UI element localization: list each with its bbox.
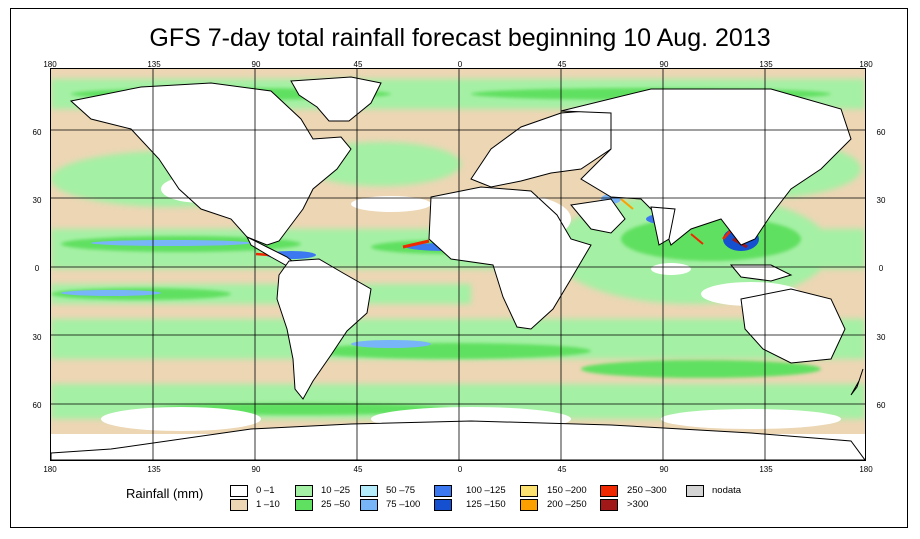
legend-swatch-25-50 <box>295 499 313 511</box>
lon-tick-bottom: 135 <box>147 465 161 474</box>
legend-label-10-25: 10 –25 <box>321 485 351 496</box>
legend-swatch-10-25 <box>295 485 313 497</box>
legend-swatch-100-125 <box>434 485 452 497</box>
lon-tick-top: 90 <box>659 60 669 69</box>
legend-label-150-200: 150 –200 <box>547 485 587 496</box>
legend-label-250-300: 250 –300 <box>627 485 667 496</box>
lon-tick-top: 135 <box>759 60 773 69</box>
lat-tick-right: 60 <box>876 128 886 137</box>
lon-tick-top: 180 <box>43 60 57 69</box>
lon-tick-bottom: 0 <box>457 465 463 474</box>
lat-tick-right: 0 <box>878 264 884 273</box>
lon-tick-top: 45 <box>353 60 363 69</box>
lat-tick-right: 30 <box>876 333 886 342</box>
legend-label-over-300: >300 <box>627 499 649 510</box>
lon-tick-bottom: 90 <box>659 465 669 474</box>
north-america <box>69 82 352 246</box>
lon-tick-bottom: 45 <box>353 465 363 474</box>
lat-tick-right: 30 <box>876 196 886 205</box>
greenland <box>290 76 382 122</box>
africa <box>428 186 592 330</box>
rainfall-map <box>50 68 866 461</box>
lon-tick-top: 90 <box>251 60 261 69</box>
legend-swatch-nodata <box>686 485 704 497</box>
lon-tick-top: 180 <box>859 60 873 69</box>
lon-tick-top: 0 <box>457 60 463 69</box>
legend-label-50-75: 50 –75 <box>386 485 416 496</box>
lon-tick-bottom: 180 <box>43 465 57 474</box>
lat-tick-left: 30 <box>32 333 42 342</box>
asia <box>560 88 852 246</box>
legend-label-25-50: 25 –50 <box>321 499 351 510</box>
legend-swatch-1-10 <box>230 499 248 511</box>
figure-frame <box>10 8 908 528</box>
south-america <box>276 258 372 400</box>
continents <box>50 76 866 461</box>
lon-tick-top: 135 <box>147 60 161 69</box>
lon-tick-top: 45 <box>557 60 567 69</box>
map-canvas <box>50 69 866 461</box>
legend-swatch-200-250 <box>520 499 538 511</box>
lon-tick-bottom: 90 <box>251 465 261 474</box>
legend-label-nodata: nodata <box>712 485 742 496</box>
legend-swatch-75-100 <box>360 499 378 511</box>
lon-tick-bottom: 135 <box>759 465 773 474</box>
new-zealand <box>850 368 864 396</box>
legend-title: Rainfall (mm) <box>126 486 204 501</box>
map-title: GFS 7-day total rainfall forecast beginn… <box>149 24 771 52</box>
legend-swatch-125-150 <box>434 499 452 511</box>
legend-swatch-250-300 <box>600 485 618 497</box>
legend-label-200-250: 200 –250 <box>547 499 587 510</box>
legend-label-75-100: 75 –100 <box>386 499 421 510</box>
legend-label-125-150: 125 –150 <box>466 499 506 510</box>
indonesia <box>729 264 793 282</box>
legend-label-1-10: 1 –10 <box>256 499 280 510</box>
legend-swatch-50-75 <box>360 485 378 497</box>
arabia <box>570 198 626 234</box>
legend-swatch-150-200 <box>520 485 538 497</box>
antarctica <box>50 420 866 461</box>
lat-tick-left: 0 <box>34 264 40 273</box>
legend-swatch-0-1 <box>230 485 248 497</box>
lon-tick-bottom: 180 <box>859 465 873 474</box>
legend-swatch-over-300 <box>600 499 618 511</box>
lat-tick-right: 60 <box>876 401 886 410</box>
legend-label-0-1: 0 –1 <box>256 485 275 496</box>
australia <box>740 288 846 364</box>
lat-tick-left: 60 <box>32 401 42 410</box>
lat-tick-left: 60 <box>32 128 42 137</box>
lat-tick-left: 30 <box>32 196 42 205</box>
lon-tick-bottom: 45 <box>557 465 567 474</box>
graticule <box>51 69 865 460</box>
legend-label-100-125: 100 –125 <box>466 485 506 496</box>
